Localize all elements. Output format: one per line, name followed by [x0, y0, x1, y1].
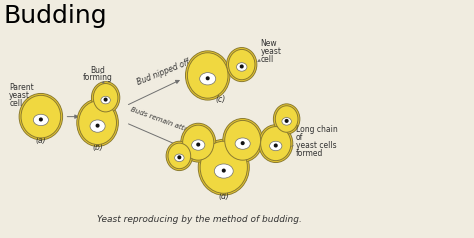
Ellipse shape: [282, 118, 292, 125]
Text: Parent: Parent: [9, 83, 34, 92]
Ellipse shape: [21, 95, 61, 138]
Text: cell: cell: [261, 55, 274, 64]
Text: New: New: [261, 39, 277, 48]
Ellipse shape: [90, 120, 105, 132]
Circle shape: [274, 144, 277, 147]
Ellipse shape: [261, 127, 291, 161]
Ellipse shape: [214, 164, 233, 178]
Text: yeast: yeast: [261, 47, 282, 56]
Text: cell: cell: [9, 99, 22, 108]
Circle shape: [96, 124, 99, 127]
Text: (b): (b): [92, 143, 103, 152]
Circle shape: [240, 65, 243, 68]
Circle shape: [241, 142, 244, 144]
Text: forming: forming: [82, 73, 112, 82]
Ellipse shape: [223, 119, 263, 162]
Circle shape: [197, 143, 200, 146]
Text: Yeast reproducing by the method of budding.: Yeast reproducing by the method of buddi…: [97, 215, 301, 224]
Text: Long chain: Long chain: [296, 125, 338, 134]
Ellipse shape: [270, 141, 282, 151]
Text: of: of: [296, 133, 303, 142]
Ellipse shape: [166, 141, 192, 171]
Text: Budding: Budding: [3, 5, 107, 29]
Ellipse shape: [191, 140, 205, 150]
Text: Buds remain attached: Buds remain attached: [129, 107, 204, 139]
Text: (a): (a): [36, 136, 46, 145]
Ellipse shape: [182, 125, 214, 160]
Ellipse shape: [187, 53, 228, 98]
Text: yeast cells: yeast cells: [296, 141, 337, 150]
Ellipse shape: [33, 114, 48, 126]
Text: Bud: Bud: [90, 66, 105, 75]
Ellipse shape: [275, 106, 298, 132]
Ellipse shape: [101, 96, 110, 104]
Circle shape: [222, 169, 225, 172]
Text: (c): (c): [215, 95, 226, 104]
Ellipse shape: [200, 141, 247, 193]
Ellipse shape: [181, 123, 216, 162]
Circle shape: [104, 98, 107, 101]
Ellipse shape: [228, 50, 255, 80]
Circle shape: [285, 119, 288, 122]
Ellipse shape: [235, 138, 250, 149]
Ellipse shape: [273, 104, 300, 134]
Ellipse shape: [91, 82, 120, 114]
Text: formed: formed: [296, 149, 323, 158]
Circle shape: [178, 156, 181, 159]
Ellipse shape: [225, 120, 261, 160]
Circle shape: [206, 77, 209, 80]
Ellipse shape: [77, 99, 118, 146]
Ellipse shape: [19, 94, 63, 140]
Circle shape: [39, 118, 42, 121]
Ellipse shape: [200, 73, 216, 85]
Ellipse shape: [174, 154, 184, 162]
Ellipse shape: [93, 84, 118, 112]
Text: (d): (d): [219, 193, 229, 201]
Ellipse shape: [237, 63, 247, 71]
Ellipse shape: [259, 125, 293, 163]
Ellipse shape: [227, 48, 257, 82]
Text: Bud nipped off: Bud nipped off: [136, 58, 191, 87]
Ellipse shape: [198, 139, 249, 195]
Ellipse shape: [168, 143, 191, 169]
Ellipse shape: [185, 51, 230, 100]
Text: yeast: yeast: [9, 91, 30, 100]
Ellipse shape: [79, 101, 117, 144]
